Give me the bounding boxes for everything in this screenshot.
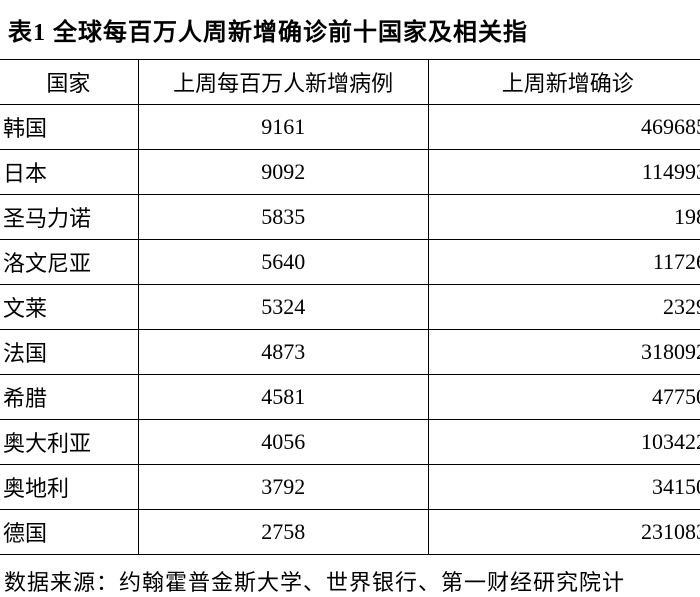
table-row: 韩国9161469685	[0, 105, 700, 150]
cell-per-million: 5640	[138, 240, 428, 285]
cell-per-million: 4056	[138, 420, 428, 465]
table-row: 法国4873318092	[0, 330, 700, 375]
cell-new-cases: 318092	[428, 330, 700, 375]
table-row: 洛文尼亚564011726	[0, 240, 700, 285]
table-row: 奥大利亚4056103422	[0, 420, 700, 465]
cell-new-cases: 231083	[428, 510, 700, 555]
cell-per-million: 5324	[138, 285, 428, 330]
cell-country: 日本	[0, 150, 138, 195]
cell-country: 奥大利亚	[0, 420, 138, 465]
cell-new-cases: 198	[428, 195, 700, 240]
footnote: 数据来源：约翰霍普金斯大学、世界银行、第一财经研究院计	[0, 555, 700, 597]
cell-per-million: 4873	[138, 330, 428, 375]
header-new-cases: 上周新增确诊	[428, 60, 700, 105]
cell-new-cases: 469685	[428, 105, 700, 150]
cell-per-million: 9161	[138, 105, 428, 150]
table-row: 希腊458147750	[0, 375, 700, 420]
cell-per-million: 5835	[138, 195, 428, 240]
cell-new-cases: 103422	[428, 420, 700, 465]
header-row: 国家 上周每百万人新增病例 上周新增确诊	[0, 60, 700, 105]
cell-country: 希腊	[0, 375, 138, 420]
cell-per-million: 2758	[138, 510, 428, 555]
cell-per-million: 4581	[138, 375, 428, 420]
table-title: 表1 全球每百万人周新增确诊前十国家及相关指	[0, 12, 700, 47]
table-body: 韩国9161469685日本9092114993圣马力诺5835198洛文尼亚5…	[0, 105, 700, 555]
cell-country: 文莱	[0, 285, 138, 330]
cell-new-cases: 47750	[428, 375, 700, 420]
table-row: 文莱53242329	[0, 285, 700, 330]
header-per-million: 上周每百万人新增病例	[138, 60, 428, 105]
table-row: 德国2758231083	[0, 510, 700, 555]
cell-new-cases: 34150	[428, 465, 700, 510]
cell-country: 韩国	[0, 105, 138, 150]
table-row: 奥地利379234150	[0, 465, 700, 510]
cell-country: 圣马力诺	[0, 195, 138, 240]
cell-country: 奥地利	[0, 465, 138, 510]
cell-country: 洛文尼亚	[0, 240, 138, 285]
cell-per-million: 9092	[138, 150, 428, 195]
cell-country: 德国	[0, 510, 138, 555]
cell-new-cases: 11726	[428, 240, 700, 285]
cell-new-cases: 114993	[428, 150, 700, 195]
cell-new-cases: 2329	[428, 285, 700, 330]
data-table: 国家 上周每百万人新增病例 上周新增确诊 韩国9161469685日本90921…	[0, 59, 700, 555]
cell-per-million: 3792	[138, 465, 428, 510]
table-row: 圣马力诺5835198	[0, 195, 700, 240]
header-country: 国家	[0, 60, 138, 105]
table-row: 日本9092114993	[0, 150, 700, 195]
cell-country: 法国	[0, 330, 138, 375]
